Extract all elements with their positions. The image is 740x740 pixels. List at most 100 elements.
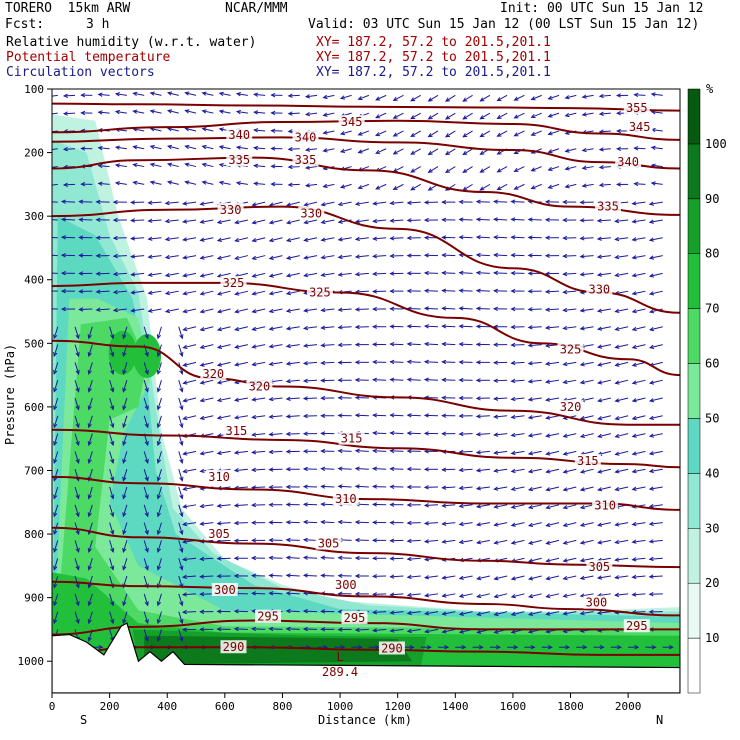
vector-arrowhead [156,476,162,482]
vector-arrowhead [268,449,274,455]
vector-arrowhead [510,306,516,312]
vector-arrowhead [648,415,655,421]
vector-arrowhead [110,565,115,571]
vector-arrowhead [53,583,58,589]
isentrope-label-bg [557,342,584,356]
vector-arrowhead [78,199,84,204]
vector-arrow [304,574,318,577]
vector-arrow [252,361,266,366]
vector-arrow [122,469,128,481]
vector-arrowhead [475,199,481,204]
vector-arrow [425,325,439,328]
vector-arrowhead [615,182,621,187]
vector-arrow [546,611,560,615]
vector-arrow [597,611,611,614]
vector-arrowhead [144,565,149,571]
vector-arrow [497,112,508,119]
vector-arrowhead [510,540,516,545]
vector-arrow [178,469,183,481]
vector-arrowhead [614,539,620,545]
vector-arrowhead [530,645,536,650]
vector-arrowhead [631,380,637,385]
vector-arrowhead [406,235,412,241]
vector-arrowhead [45,253,49,256]
vector-arrow [634,183,646,185]
vector-arrowhead [182,201,188,206]
vector-arrow [178,629,183,642]
vector-arrowhead [114,92,120,97]
vector-arrow [477,593,490,598]
vector-arrowhead [372,520,378,525]
vector-arrow [74,433,80,446]
vector-arrow [167,127,179,132]
vector-arrowhead [235,145,241,150]
vector-arrow [235,344,249,348]
vector-arrow [217,290,231,295]
vector-arrowhead [513,132,519,137]
vector-arrowhead [201,109,207,114]
vector-arrowhead [458,270,464,276]
vector-arrow [511,236,525,239]
vector-arrowhead [614,451,620,456]
vector-arrow [53,558,59,570]
vector-arrow [563,593,577,597]
vector-arrowhead [181,609,187,615]
vector-arrow [390,219,404,222]
vector-arrowhead [596,218,602,223]
vector-arrowhead [95,217,101,223]
vector-arrowhead [389,306,395,312]
vector-arrow [563,290,577,293]
vector-arrowhead [303,308,309,313]
vector-arrowhead [527,235,533,240]
vector-arrowhead [156,369,162,375]
vector-arrow [148,237,162,240]
vector-arrowhead [304,183,311,188]
vector-arrow [252,486,266,489]
vector-arrowhead [476,611,482,617]
vector-arrow [445,130,456,138]
vector-arrowhead [149,91,155,96]
vector-arrowhead [406,413,412,418]
vector-arrow [183,504,197,508]
vector-arrow [286,219,300,224]
vector-arrowhead [199,237,205,242]
vector-arrowhead [648,398,655,403]
vector-arrowhead [493,522,499,527]
vector-arrowhead [597,469,603,474]
vector-arrowhead [320,378,326,383]
vector-arrow [393,148,404,155]
vector-arrowhead [53,334,58,340]
vector-arrowhead [285,237,292,243]
vector-arrowhead [564,184,570,189]
vector-arrowhead [97,92,103,97]
vector-arrowhead [268,255,274,260]
vector-arrowhead [614,344,620,349]
vector-arrowhead [149,144,155,150]
vector-arrowhead [475,414,481,419]
vector-arrowhead [547,166,553,172]
vector-arrow [511,200,525,203]
vector-arrow [109,451,114,464]
vector-arrowhead [496,186,502,191]
vector-arrowhead [406,324,412,329]
vector-arrow [494,254,508,257]
vector-arrowhead [320,484,326,489]
vector-arrow [252,290,266,295]
vector-arrowhead [122,565,127,571]
vector-arrowhead [285,378,291,384]
vector-arrow [202,145,214,150]
vector-arrow [286,415,300,418]
vector-arrow [615,450,629,455]
vector-arrowhead [441,503,447,508]
vector-arrow [167,92,179,96]
vector-arrowhead [423,557,430,562]
vector-arrow [442,361,456,363]
vector-arrow [528,450,542,455]
vector-arrowhead [475,270,481,276]
vector-arrowhead [493,504,499,509]
vector-arrow [632,575,646,578]
vector-arrowhead [493,432,499,437]
vector-arrow [393,183,404,190]
vector-arrowhead [147,200,153,205]
